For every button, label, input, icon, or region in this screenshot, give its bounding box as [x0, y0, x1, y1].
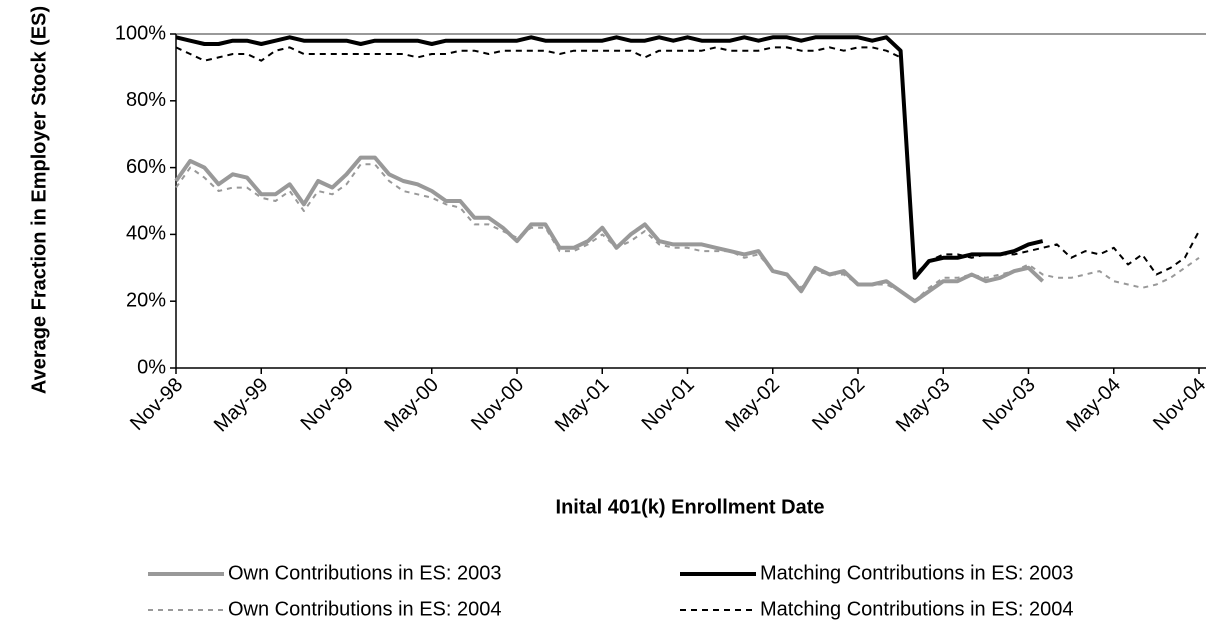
x-tick-label: May-01: [551, 374, 614, 437]
x-tick-label: May-04: [1062, 374, 1125, 437]
legend-label: Matching Contributions in ES: 2003: [760, 562, 1074, 584]
x-tick-label: May-99: [210, 374, 273, 437]
legend-label: Matching Contributions in ES: 2004: [760, 598, 1074, 620]
x-tick-label: Nov-02: [808, 374, 869, 435]
x-tick-label: May-02: [721, 374, 784, 437]
series-line: [175, 163, 1200, 303]
legend-label: Own Contributions in ES: 2003: [228, 562, 502, 584]
x-tick-label: May-00: [380, 374, 443, 437]
y-tick-label: 60%: [126, 156, 166, 178]
x-tick-label: May-03: [892, 374, 955, 437]
x-tick-label: Nov-04: [1149, 374, 1206, 435]
y-axis-title: Average Fraction in Employer Stock (ES): [28, 6, 50, 394]
series-line: [175, 35, 1044, 280]
y-tick-label: 100%: [115, 22, 166, 44]
x-tick-label: Nov-01: [638, 374, 699, 435]
y-tick-label: 0%: [137, 356, 166, 378]
x-tick-label: Nov-99: [297, 374, 358, 435]
x-tick-label: Nov-03: [979, 374, 1040, 435]
x-tick-label: Nov-98: [126, 374, 187, 435]
x-axis-title: Inital 401(k) Enrollment Date: [556, 496, 825, 518]
y-tick-label: 80%: [126, 89, 166, 111]
legend-label: Own Contributions in ES: 2004: [228, 598, 502, 620]
x-tick-label: Nov-00: [467, 374, 528, 435]
y-tick-label: 40%: [126, 223, 166, 245]
series-line: [175, 46, 1200, 276]
y-tick-label: 20%: [126, 289, 166, 311]
